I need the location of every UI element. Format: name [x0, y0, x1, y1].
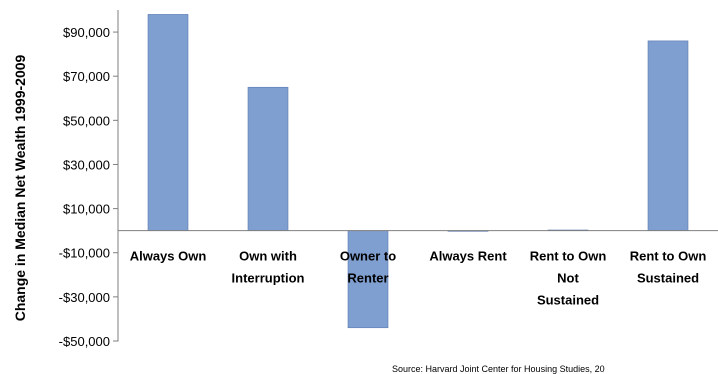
y-tick-label: $90,000	[63, 25, 110, 40]
y-tick-label: $50,000	[63, 113, 110, 128]
x-tick-label: Always Rent	[429, 249, 507, 264]
x-tick-label: Rent to Own Not Sustained	[530, 249, 607, 308]
bar	[147, 14, 189, 231]
x-tick-label: Own with Interruption	[232, 249, 305, 286]
category-labels: Always Own Own with Interruption Owner to Re…	[130, 249, 707, 308]
y-axis: -$50,000 -$30,000 -$10,000 $10,000 $30,000 $5…	[59, 10, 119, 349]
bar	[347, 230, 389, 329]
y-tick-label: $30,000	[63, 157, 110, 172]
bar	[647, 40, 689, 231]
y-tick-label: -$10,000	[59, 246, 110, 261]
x-tick-label: Always Own	[130, 249, 207, 264]
y-tick-label: $10,000	[63, 202, 110, 217]
bar	[247, 86, 289, 231]
source-note: Source: Harvard Joint Center for Housing…	[392, 364, 605, 374]
x-tick-label: Rent to Own Sustained	[630, 249, 707, 286]
x-tick-label: Owner to Renter	[340, 249, 396, 286]
y-tick-label: -$30,000	[59, 290, 110, 305]
y-tick-label: -$50,000	[59, 334, 110, 349]
y-tick-label: $70,000	[63, 69, 110, 84]
bars	[147, 14, 689, 329]
y-axis-label: Change in Median Net Wealth 1999-2009	[12, 54, 28, 321]
